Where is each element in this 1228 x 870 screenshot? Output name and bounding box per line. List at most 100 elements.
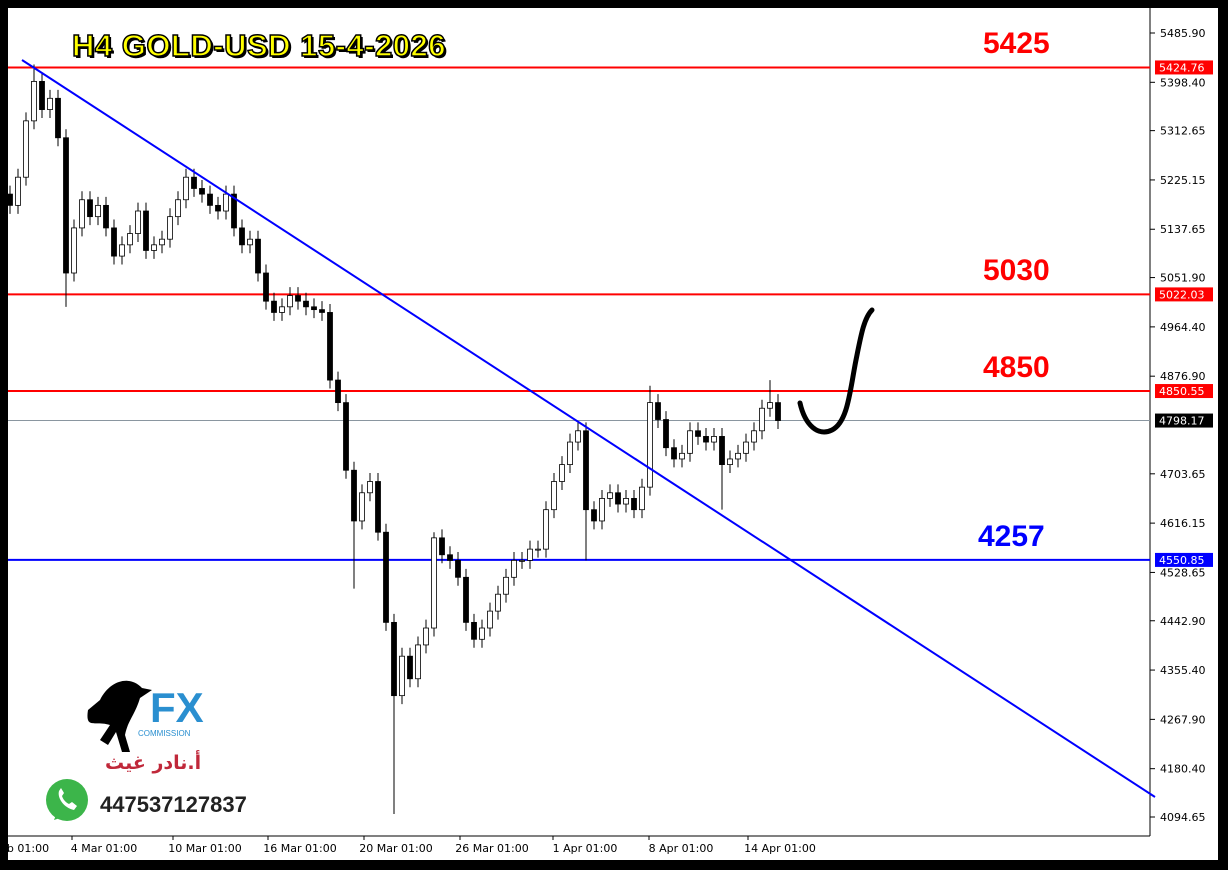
level-label-4850: 4850 [983, 351, 1050, 385]
bear-candle [663, 419, 669, 449]
bull-candle [167, 216, 173, 240]
bear-candle [583, 430, 589, 511]
bull-candle [367, 481, 373, 494]
bear-candle [207, 193, 213, 206]
logo-fx-text: FX [150, 684, 204, 731]
y-tick-label: 5398.40 [1160, 76, 1206, 89]
level-label-4257: 4257 [978, 519, 1045, 553]
y-tick-label: 4267.90 [1160, 713, 1206, 726]
y-tick-label: 5137.65 [1160, 223, 1206, 236]
current-price-label: 4798.17 [1159, 415, 1205, 428]
bear-candle [591, 509, 597, 522]
bear-candle [239, 227, 245, 246]
bull-candle [183, 176, 189, 201]
bear-candle [439, 537, 445, 556]
x-tick-label: 14 Apr 01:00 [744, 842, 816, 855]
axis-level-label: 5022.03 [1159, 288, 1205, 301]
bear-candle [263, 272, 269, 302]
axis-level-tag [1155, 384, 1213, 399]
bull-candle [751, 430, 757, 443]
current-price-tag [1155, 413, 1213, 428]
bull-candle [423, 627, 429, 646]
bear-candle [271, 300, 277, 313]
bull-candle [119, 244, 125, 257]
bull-candle [431, 537, 437, 629]
bull-candle [127, 233, 133, 246]
bear-candle [111, 227, 117, 257]
x-tick-label: b 01:00 [7, 842, 49, 855]
axis-level-tag [1155, 287, 1213, 302]
bull-candle [151, 244, 157, 251]
y-tick-label: 5485.90 [1160, 27, 1206, 40]
bear-candle [295, 295, 301, 302]
bear-candle [407, 655, 413, 680]
bear-candle [215, 204, 221, 212]
projected-path-drawing [797, 307, 875, 435]
x-tick-label: 26 Mar 01:00 [455, 842, 528, 855]
bull-candle [71, 227, 77, 274]
logo-sub-text: COMMISSION [138, 729, 191, 738]
bull-candle [679, 452, 685, 460]
bull-candle [743, 441, 749, 454]
bull-candle [607, 492, 613, 499]
bull-candle [639, 486, 645, 511]
y-tick-label: 5225.15 [1160, 174, 1206, 187]
bull-candle [359, 492, 365, 522]
y-tick-label: 4703.65 [1160, 468, 1206, 481]
x-tick-label: 16 Mar 01:00 [263, 842, 336, 855]
bull-candle [735, 452, 741, 460]
bear-candle [87, 199, 93, 218]
bull-candle [479, 627, 485, 640]
bear-candle [63, 137, 69, 274]
bull-candle [519, 560, 525, 562]
chart-title: H4 GOLD-USD 15-4-2026 [71, 27, 447, 64]
bear-candle [327, 312, 333, 381]
bear-candle [143, 210, 149, 251]
bear-candle [55, 97, 61, 139]
bull-candle [15, 176, 21, 206]
bear-candle [319, 309, 325, 313]
author-name: أ.نادر غيث [105, 752, 202, 774]
bull-candle [511, 560, 517, 578]
y-tick-label: 4528.65 [1160, 566, 1206, 579]
bull-candle [399, 655, 405, 697]
bear-candle [695, 430, 701, 437]
bull-candle [79, 199, 85, 229]
x-tick-label: 4 Mar 01:00 [71, 842, 137, 855]
bull-candle [487, 610, 493, 629]
bear-candle [7, 193, 13, 206]
bear-candle [391, 621, 397, 697]
y-tick-label: 4616.15 [1160, 517, 1206, 530]
bull-candle [23, 120, 29, 178]
y-tick-label: 4876.90 [1160, 370, 1206, 383]
x-tick-label: 10 Mar 01:00 [168, 842, 241, 855]
axis-level-label: 5424.76 [1159, 61, 1205, 74]
x-tick-label: 8 Apr 01:00 [649, 842, 714, 855]
phone-number: 447537127837 [100, 792, 247, 817]
axis-level-tag [1155, 552, 1213, 567]
level-label-5030: 5030 [983, 254, 1050, 288]
bull-candle [247, 238, 253, 246]
bull-candle [503, 576, 509, 595]
bear-candle [199, 188, 205, 195]
bull-candle [223, 193, 229, 212]
bear-candle [311, 306, 317, 311]
bear-candle [615, 492, 621, 505]
bull-candle [543, 509, 549, 550]
bull-candle [759, 407, 765, 432]
bull-candle [567, 441, 573, 466]
y-tick-label: 4094.65 [1160, 811, 1206, 824]
bull-candle [495, 593, 501, 612]
bear-candle [103, 204, 109, 229]
bull-candle [287, 295, 293, 308]
bull-candle [135, 210, 141, 234]
bear-candle [375, 481, 381, 533]
bull-candle [559, 464, 565, 482]
bull-candle [687, 430, 693, 454]
chart-background [8, 8, 1218, 860]
bull-candle [727, 458, 733, 466]
y-tick-label: 4180.40 [1160, 763, 1206, 776]
bull-candle [31, 81, 37, 122]
y-tick-label: 4355.40 [1160, 664, 1206, 677]
bear-candle [655, 402, 661, 420]
